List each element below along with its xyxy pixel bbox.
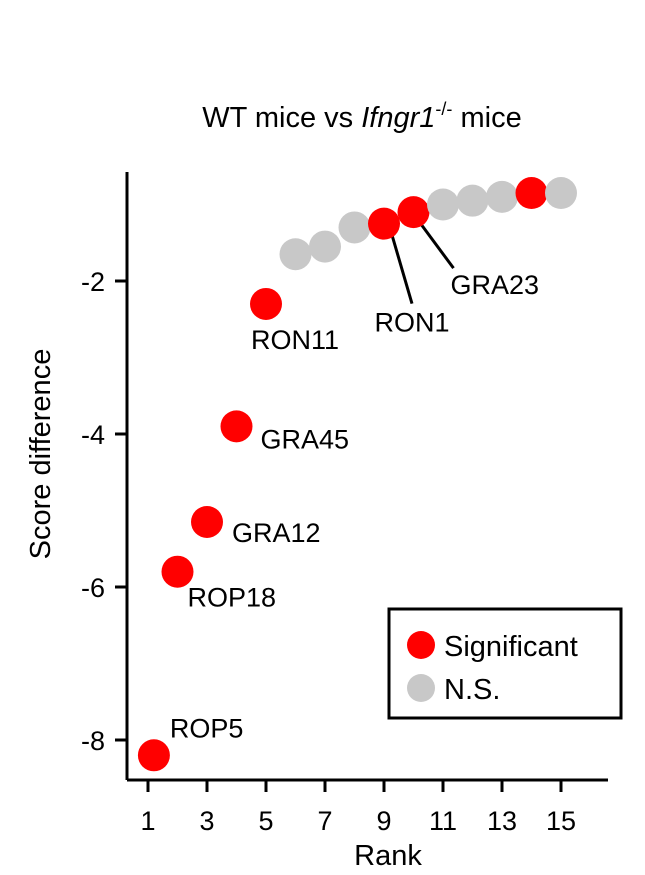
- point-rank-13: [486, 180, 518, 213]
- point-rank-9: [368, 207, 400, 240]
- legend-swatch-significant: [407, 631, 435, 659]
- legend-label-ns: N.S.: [444, 674, 500, 706]
- point-rank-1: [137, 739, 170, 772]
- point-rank-3: [191, 505, 223, 538]
- x-tick-label-5: 5: [258, 806, 273, 836]
- x-axis-title: Rank: [354, 840, 422, 872]
- point-rank-6: [279, 238, 312, 271]
- point-rank-12: [456, 184, 489, 217]
- point-label-gra45: GRA45: [261, 424, 350, 454]
- point-rank-15: [545, 177, 577, 210]
- point-rank-10: [397, 196, 430, 229]
- point-label-ron11: RON11: [251, 325, 339, 355]
- legend-swatch-ns: [407, 674, 435, 702]
- point-rank-4: [220, 410, 253, 443]
- x-tick-label-7: 7: [317, 806, 332, 836]
- leader-line-gra23: [418, 221, 455, 270]
- y-tick-label--6: -6: [81, 573, 105, 603]
- x-tick-label-15: 15: [546, 806, 576, 836]
- point-label-rop18: ROP18: [188, 583, 277, 613]
- y-tick-label--2: -2: [81, 267, 105, 297]
- title-superscript: -/-: [435, 99, 452, 119]
- leader-line-ron1: [389, 231, 414, 305]
- point-label-gra23: GRA23: [451, 270, 540, 300]
- x-tick-label-1: 1: [140, 806, 155, 836]
- point-rank-11: [427, 188, 459, 221]
- legend-label-significant: Significant: [444, 631, 578, 663]
- point-rank-14: [515, 177, 548, 210]
- point-rank-8: [338, 211, 371, 244]
- y-tick-label--4: -4: [81, 420, 105, 450]
- title-prefix: WT mice vs: [202, 102, 361, 134]
- y-tick-label--8: -8: [81, 726, 105, 756]
- title-suffix: mice: [452, 102, 521, 134]
- point-label-rop5: ROP5: [170, 713, 244, 743]
- point-rank-2: [161, 555, 194, 588]
- x-tick-label-11: 11: [429, 806, 457, 836]
- chart-title: WT mice vs Ifngr1-/- mice: [202, 99, 521, 134]
- y-axis-title: Score difference: [25, 349, 57, 560]
- title-gene: Ifngr1: [361, 102, 435, 134]
- legend: Significant N.S.: [387, 607, 623, 720]
- x-tick-label-9: 9: [376, 806, 391, 836]
- x-tick-label-3: 3: [199, 806, 214, 836]
- x-tick-label-13: 13: [487, 806, 517, 836]
- point-label-gra12: GRA12: [232, 518, 321, 548]
- point-rank-7: [309, 230, 341, 263]
- point-rank-5: [250, 287, 282, 320]
- point-label-ron1: RON1: [374, 308, 449, 338]
